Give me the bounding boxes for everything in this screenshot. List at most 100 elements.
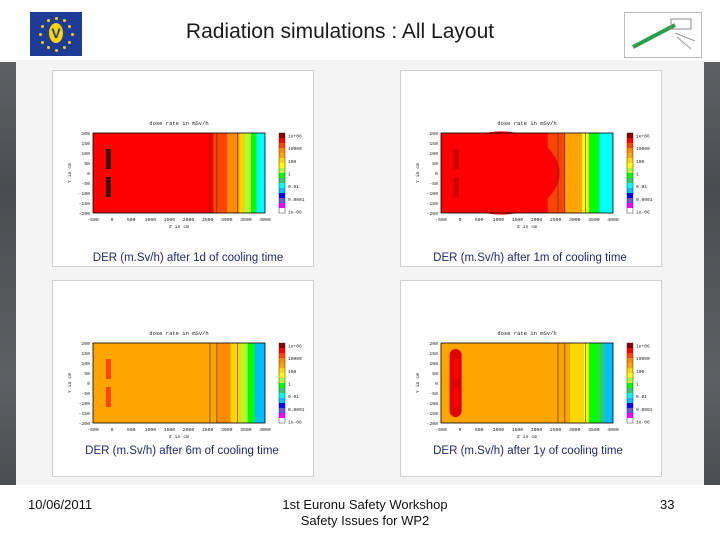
colorbar-label: 1e-06 (288, 210, 302, 216)
eu-star-icon (68, 40, 72, 44)
x-tick-label: 2000 (183, 427, 195, 433)
plot-source (453, 149, 459, 169)
plot-band (254, 343, 265, 423)
x-axis-label: Z in cm (517, 224, 537, 230)
eu-star-icon (62, 18, 66, 22)
y-tick-label: -200 (426, 211, 438, 217)
colorbar-frame (626, 342, 634, 424)
footer-date: 10/06/2011 (28, 497, 93, 512)
x-tick-label: 1500 (164, 427, 176, 433)
x-tick-label: 3500 (588, 217, 600, 223)
y-tick-label: -50 (429, 181, 438, 187)
y-axis-label: Y in cm (415, 163, 421, 183)
x-tick-label: 4000 (607, 427, 619, 433)
colorbar-segment (627, 173, 633, 179)
x-tick-label: 1000 (145, 217, 157, 223)
caption-1y: DER (m.Sv/h) after 1y of cooling time (433, 445, 623, 457)
colorbar-segment (279, 143, 285, 149)
x-tick-label: -500 (87, 217, 99, 223)
colorbar-label: 1e-06 (288, 420, 302, 426)
colorbar-label: 0.01 (636, 394, 647, 400)
x-tick-label: 3000 (221, 427, 233, 433)
eu-star-icon (54, 48, 58, 52)
y-tick-label: -50 (429, 391, 438, 397)
plot-source (105, 177, 111, 197)
y-tick-label: 100 (81, 151, 90, 157)
page-number: 33 (660, 497, 675, 512)
x-tick-label: 3500 (240, 217, 252, 223)
colorbar-segment (627, 188, 633, 194)
y-tick-label: 50 (432, 371, 438, 377)
plot-source (105, 359, 111, 379)
colorbar-segment (279, 138, 285, 144)
colorbar-segment (627, 408, 633, 414)
y-tick-label: -150 (78, 201, 90, 207)
x-tick-label: 500 (475, 427, 484, 433)
colorbar-segment (627, 363, 633, 369)
y-tick-label: 50 (432, 161, 438, 167)
plot-source (453, 359, 459, 379)
colorbar-segment (279, 403, 285, 409)
colorbar-segment (627, 148, 633, 154)
y-tick-label: -150 (426, 201, 438, 207)
colorbar-segment (279, 418, 285, 424)
plot-band (227, 133, 240, 213)
colorbar-segment (279, 343, 285, 349)
x-tick-label: 4000 (259, 427, 271, 433)
x-tick-label: 1000 (145, 427, 157, 433)
colorbar-segment (627, 168, 633, 174)
colorbar-segment (279, 168, 285, 174)
colorbar-segment (627, 198, 633, 204)
x-tick-label: 3500 (240, 427, 252, 433)
x-tick-label: 0 (111, 427, 114, 433)
plot-band (239, 133, 245, 213)
colorbar-segment (627, 163, 633, 169)
x-tick-label: 2500 (550, 427, 562, 433)
colorbar-segment (627, 153, 633, 159)
x-tick-label: 500 (127, 217, 136, 223)
plot-title: dose rate in mSv/h (497, 330, 556, 337)
x-tick-label: 2000 (531, 217, 543, 223)
y-tick-label: -150 (78, 411, 90, 417)
colorbar-segment (279, 188, 285, 194)
colorbar-label: 0.0001 (288, 407, 305, 413)
y-tick-label: 200 (429, 131, 438, 137)
y-tick-label: -50 (81, 391, 90, 397)
colorbar-label: 0.0001 (636, 197, 653, 203)
plot-source (105, 387, 111, 407)
background-edge-left (0, 60, 16, 485)
plot-frame (92, 342, 266, 424)
colorbar-segment (279, 183, 285, 189)
plot-band (251, 133, 257, 213)
colorbar-frame (278, 132, 286, 214)
colorbar-segment (627, 208, 633, 214)
colorbar-segment (279, 203, 285, 209)
colorbar-segment (627, 403, 633, 409)
slide-title: Radiation simulations : All Layout (185, 20, 495, 43)
x-tick-label: 1000 (493, 217, 505, 223)
colorbar-segment (627, 383, 633, 389)
colorbar-segment (627, 203, 633, 209)
colorbar-segment (627, 143, 633, 149)
y-tick-label: 150 (429, 141, 438, 147)
x-tick-label: 3000 (569, 427, 581, 433)
y-tick-label: -100 (78, 191, 90, 197)
x-tick-label: 2500 (202, 217, 214, 223)
colorbar-label: 1 (636, 172, 639, 178)
plot-frame (440, 342, 614, 424)
y-tick-label: -100 (426, 401, 438, 407)
plot-1y: dose rate in mSv/h 200 150 100 50 0 -50 -100 -15… (400, 280, 662, 477)
colorbar-segment (279, 363, 285, 369)
plot-1m: dose rate in mSv/h 200 150 100 50 0 -50 -100 -15… (400, 70, 662, 267)
eu-logo-letter: V (49, 23, 63, 43)
colorbar-segment (627, 368, 633, 374)
colorbar-segment (627, 358, 633, 364)
eu-star-icon (40, 24, 44, 28)
x-tick-label: 0 (459, 217, 462, 223)
colorbar-segment (279, 373, 285, 379)
colorbar-label: 1e+06 (636, 344, 650, 350)
colorbar-segment (627, 133, 633, 139)
colorbar-label: 1 (288, 382, 291, 388)
colorbar-segment (279, 178, 285, 184)
y-tick-label: 100 (429, 361, 438, 367)
